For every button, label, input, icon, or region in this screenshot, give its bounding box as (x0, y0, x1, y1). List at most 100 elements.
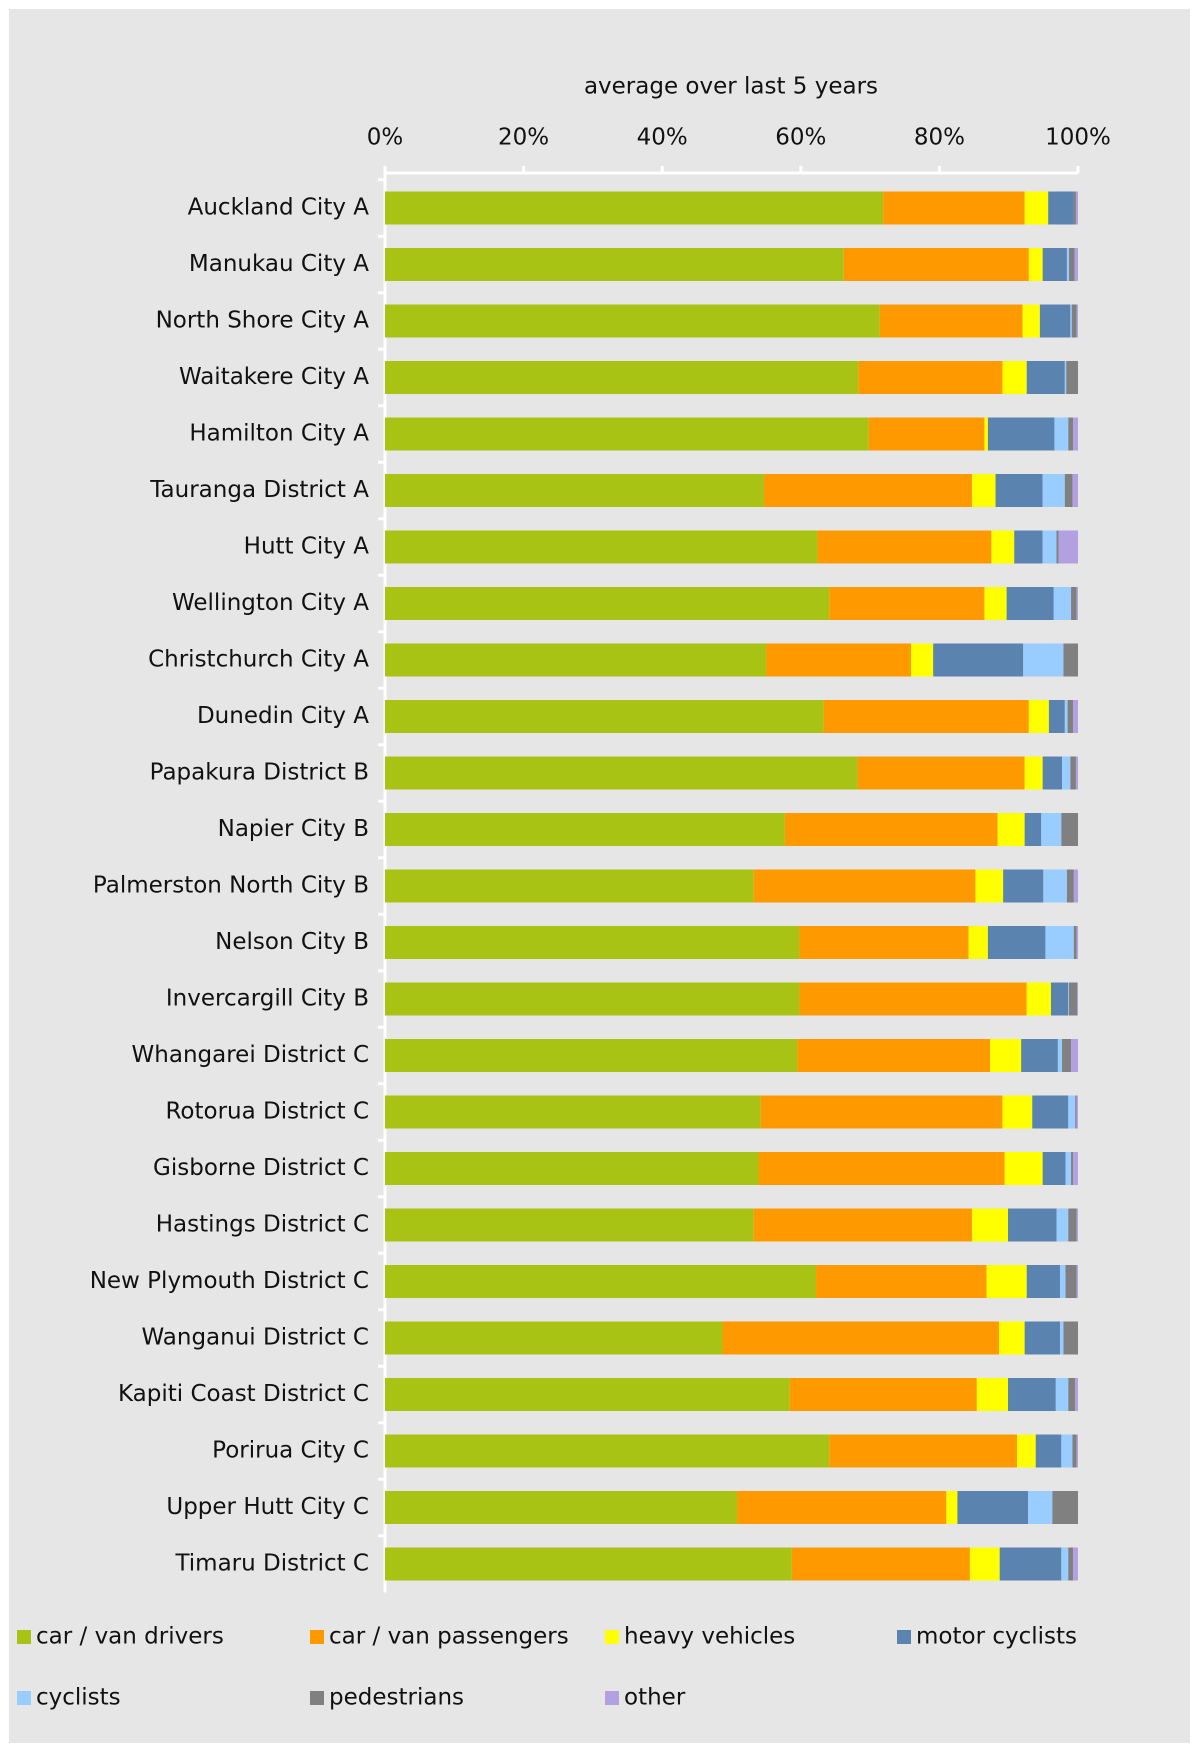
bar-segment (987, 417, 1055, 451)
bar-segment (1073, 191, 1076, 225)
bar-segment (1068, 1208, 1077, 1242)
bar-segment (997, 813, 1025, 846)
bar-segment (737, 1491, 947, 1524)
legend-label: car / van passengers (329, 1624, 569, 1650)
bar-segment (998, 1321, 1025, 1355)
legend-label: other (624, 1685, 686, 1711)
bar-segment (1050, 982, 1069, 1016)
bar-segment (1021, 1039, 1058, 1072)
bar-segment (1068, 1095, 1076, 1129)
bar-segment (986, 1265, 1027, 1298)
y-tick-label: Wellington City A (172, 590, 369, 616)
y-tick-label: Invercargill City B (166, 986, 369, 1012)
bar-segment (1073, 1547, 1078, 1581)
bar-segment (1006, 587, 1054, 620)
bar-segment (976, 1378, 1009, 1411)
bar-segment (1002, 1095, 1033, 1129)
bar-segment (1076, 926, 1078, 959)
bar-segment (1076, 1434, 1078, 1468)
bar-segment (766, 643, 911, 677)
bar-segment (1077, 982, 1078, 1016)
x-tick-label: 80% (914, 125, 965, 151)
y-tick-label: Kapiti Coast District C (118, 1381, 369, 1407)
bar-segment (799, 982, 1027, 1016)
legend-label: motor cyclists (916, 1624, 1077, 1650)
bar-segment (1075, 191, 1078, 225)
bar-segment (385, 1208, 754, 1242)
bar-segment (385, 587, 830, 620)
bar-segment (879, 304, 1023, 338)
bar-segment (1014, 530, 1043, 564)
bar-segment (1054, 417, 1069, 451)
bar-segment (1067, 700, 1074, 733)
bar-segment (385, 1039, 798, 1072)
bar-segment (995, 474, 1043, 507)
bar-segment (1062, 1039, 1072, 1072)
bar-segment (1076, 1095, 1078, 1129)
legend-swatch (605, 1691, 619, 1705)
bar-segment (385, 1265, 817, 1298)
y-tick-label: Hutt City A (244, 534, 370, 560)
bar-segment (933, 643, 1024, 677)
y-tick-label: New Plymouth District C (90, 1268, 369, 1294)
x-tick-label: 20% (498, 125, 549, 151)
bar-segment (1026, 1265, 1060, 1298)
bar-segment (1057, 1039, 1063, 1072)
bar-segment (1053, 587, 1072, 620)
y-tick-label: Manukau City A (189, 251, 369, 277)
legend-swatch (605, 1630, 619, 1644)
y-tick-label: Porirua City C (212, 1438, 369, 1464)
y-tick-label: Dunedin City A (197, 703, 369, 729)
bar-segment (1028, 700, 1049, 733)
bar-segment (1068, 982, 1078, 1016)
bar-segment (385, 869, 754, 903)
bar-segment (1042, 756, 1063, 790)
bar-segment (1062, 756, 1071, 790)
bar-segment (1061, 1547, 1069, 1581)
y-tick-label: Waitakere City A (179, 364, 369, 390)
bar-segment (1070, 756, 1076, 790)
bar-segment (1024, 813, 1042, 846)
axis-title: average over last 5 years (584, 74, 878, 100)
bar-segment (1059, 1321, 1064, 1355)
bar-segment (1041, 813, 1062, 846)
bar-segment (722, 1321, 999, 1355)
bar-segment (1042, 1152, 1066, 1185)
bar-segment (385, 982, 800, 1016)
bar-segment (1076, 304, 1078, 338)
y-tick-label: Palmerston North City B (93, 873, 369, 899)
bar-segment (968, 926, 988, 959)
bar-segment (1048, 191, 1074, 225)
bar-segment (858, 361, 1003, 394)
bar-segment (758, 1152, 1005, 1185)
bar-segment (385, 1378, 790, 1411)
bar-segment (385, 756, 858, 790)
bar-segment (989, 1039, 1022, 1072)
bar-segment (1061, 1434, 1073, 1468)
bar-segment (385, 1547, 792, 1581)
bar-segment (1045, 926, 1074, 959)
legend-label: car / van drivers (36, 1624, 224, 1650)
bar-segment (946, 1491, 958, 1524)
bar-segment (1024, 1321, 1060, 1355)
legend-label: heavy vehicles (624, 1624, 795, 1650)
legend-swatch (17, 1630, 31, 1644)
bar-segment (1076, 1208, 1078, 1242)
bar-segment (784, 813, 998, 846)
bar-segment (1076, 587, 1078, 620)
bar-segment (987, 926, 1046, 959)
legend-swatch (17, 1691, 31, 1705)
bar-segment (385, 1095, 761, 1129)
bar-segment (1064, 361, 1067, 394)
y-tick-label: Nelson City B (215, 929, 369, 955)
bar-segment (1071, 304, 1077, 338)
bar-segment (1075, 1378, 1078, 1411)
bar-segment (1056, 1208, 1069, 1242)
bar-segment (1023, 643, 1064, 677)
bar-segment (385, 1434, 830, 1468)
bar-segment (1026, 361, 1065, 394)
bar-segment (999, 1547, 1062, 1581)
bar-segment (1071, 1039, 1078, 1072)
bar-segment (385, 926, 800, 959)
bar-segment (1070, 304, 1072, 338)
